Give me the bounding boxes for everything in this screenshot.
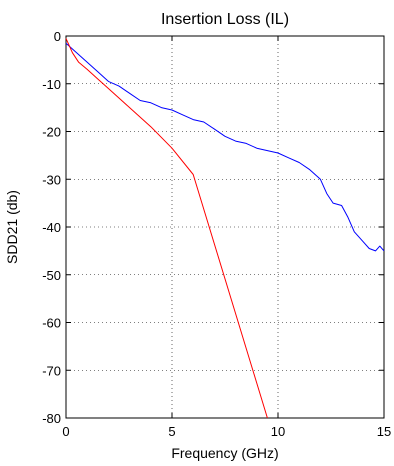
y-tick-label-3: -30	[42, 172, 61, 187]
x-tick-label-2: 10	[271, 424, 285, 439]
x-tick-label-3: 15	[377, 424, 391, 439]
y-tick-label-2: -20	[42, 125, 61, 140]
data-series	[65, 38, 385, 419]
y-tick-label-0: 0	[54, 29, 61, 44]
series-line-0	[65, 42, 385, 252]
axis-ticks: 0 5 10 15 0 -10 -20 -30 -40 -50 -60 -70 -80	[42, 29, 391, 439]
y-tick-label-5: -50	[42, 268, 61, 283]
chart-title: Insertion Loss (IL)	[161, 11, 289, 28]
x-tick-label-0: 0	[62, 424, 69, 439]
x-tick-label-1: 5	[168, 424, 175, 439]
y-tick-label-6: -60	[42, 316, 61, 331]
y-axis-label: SDD21 (db)	[4, 190, 20, 264]
series-line-1	[65, 38, 268, 419]
grid-lines	[66, 36, 384, 418]
y-tick-label-7: -70	[42, 363, 61, 378]
y-tick-label-8: -80	[42, 411, 61, 426]
x-axis-label: Frequency (GHz)	[171, 445, 278, 461]
y-tick-label-1: -10	[42, 77, 61, 92]
y-tick-label-4: -40	[42, 220, 61, 235]
